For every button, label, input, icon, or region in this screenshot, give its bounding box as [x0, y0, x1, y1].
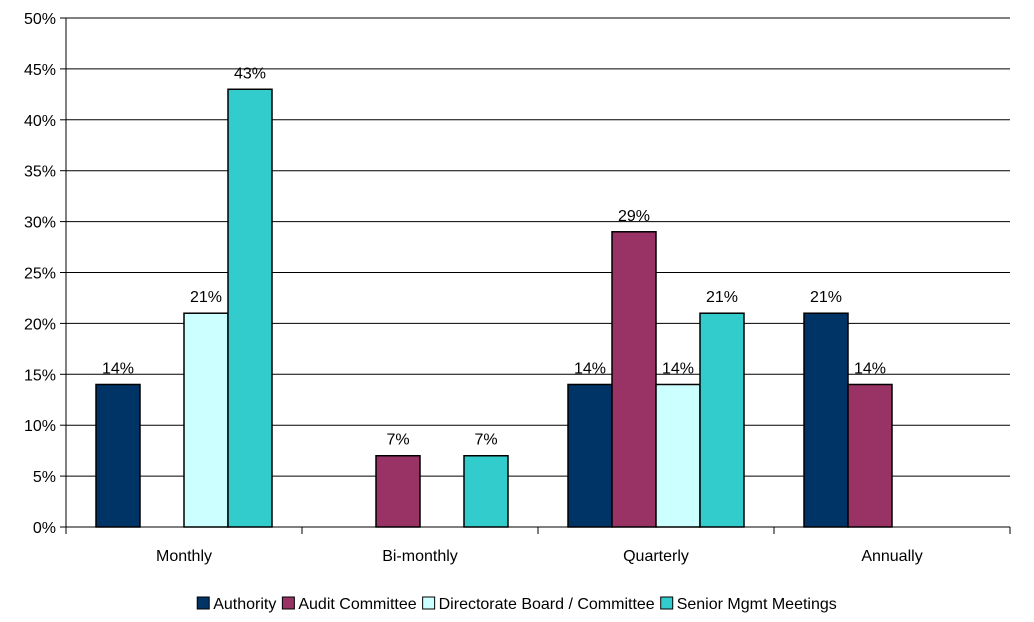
data-label-directorate-board-committee-quarterly: 14% — [662, 360, 694, 377]
legend-swatch-audit-committee — [281, 596, 295, 610]
bar-senior-mgmt-meetings-monthly — [227, 88, 273, 528]
data-label-audit-committee-bi-monthly: 7% — [386, 432, 409, 449]
data-label-directorate-board-committee-monthly: 21% — [190, 289, 222, 306]
bar-senior-mgmt-meetings-quarterly — [699, 312, 745, 528]
x-tick-label-annually: Annually — [861, 548, 922, 565]
y-tick-label-30: 30% — [24, 215, 56, 232]
bar-audit-committee-bi-monthly — [375, 454, 421, 528]
data-label-authority-annually: 21% — [810, 289, 842, 306]
bar-directorate-board-committee-monthly — [183, 312, 229, 528]
y-tick-label-35: 35% — [24, 164, 56, 181]
data-label-authority-quarterly: 14% — [574, 360, 606, 377]
bar-audit-committee-annually — [847, 383, 893, 528]
data-label-audit-committee-quarterly: 29% — [618, 208, 650, 225]
legend-label-authority: Authority — [213, 596, 276, 613]
x-tick-label-monthly: Monthly — [156, 548, 212, 565]
y-tick-label-15: 15% — [24, 367, 56, 384]
bar-authority-monthly — [95, 383, 141, 528]
data-label-senior-mgmt-meetings-monthly: 43% — [234, 65, 266, 82]
y-tick-label-45: 45% — [24, 62, 56, 79]
bar-authority-quarterly — [567, 383, 613, 528]
data-label-audit-committee-annually: 14% — [854, 360, 886, 377]
x-tick-label-bi-monthly: Bi-monthly — [382, 548, 458, 565]
y-tick-label-40: 40% — [24, 113, 56, 130]
y-tick-label-25: 25% — [24, 266, 56, 283]
legend: Authority Audit Committee Directorate Boar… — [196, 596, 837, 613]
data-labels: 14% 21% 43% 7% 7% 14% 29% 14% 21% 21% 14% — [102, 65, 886, 448]
legend-label-senior-mgmt-meetings: Senior Mgmt Meetings — [677, 596, 837, 613]
bars — [95, 88, 893, 528]
legend-label-directorate-board-committee: Directorate Board / Committee — [439, 596, 655, 613]
y-tick-label-10: 10% — [24, 418, 56, 435]
y-tick-label-0: 0% — [33, 520, 56, 537]
bar-audit-committee-quarterly — [611, 231, 657, 528]
y-tick-label-50: 50% — [24, 11, 56, 28]
legend-label-audit-committee: Audit Committee — [298, 596, 416, 613]
data-label-authority-monthly: 14% — [102, 360, 134, 377]
data-label-senior-mgmt-meetings-bi-monthly: 7% — [474, 432, 497, 449]
axes: 0% 5% 10% 15% 20% 25% 30% 35% 40% 45% 50% Monthly Bi… — [24, 11, 1011, 565]
legend-swatch-senior-mgmt-meetings — [660, 596, 674, 610]
x-tick-label-quarterly: Quarterly — [623, 548, 689, 565]
bar-authority-annually — [803, 312, 849, 528]
y-tick-label-20: 20% — [24, 316, 56, 333]
data-label-senior-mgmt-meetings-quarterly: 21% — [706, 289, 738, 306]
y-tick-label-5: 5% — [33, 469, 56, 486]
bar-directorate-board-committee-quarterly — [655, 383, 701, 528]
legend-swatch-directorate-board-committee — [422, 596, 436, 610]
bar-senior-mgmt-meetings-bi-monthly — [463, 454, 509, 528]
legend-swatch-authority — [196, 596, 210, 610]
